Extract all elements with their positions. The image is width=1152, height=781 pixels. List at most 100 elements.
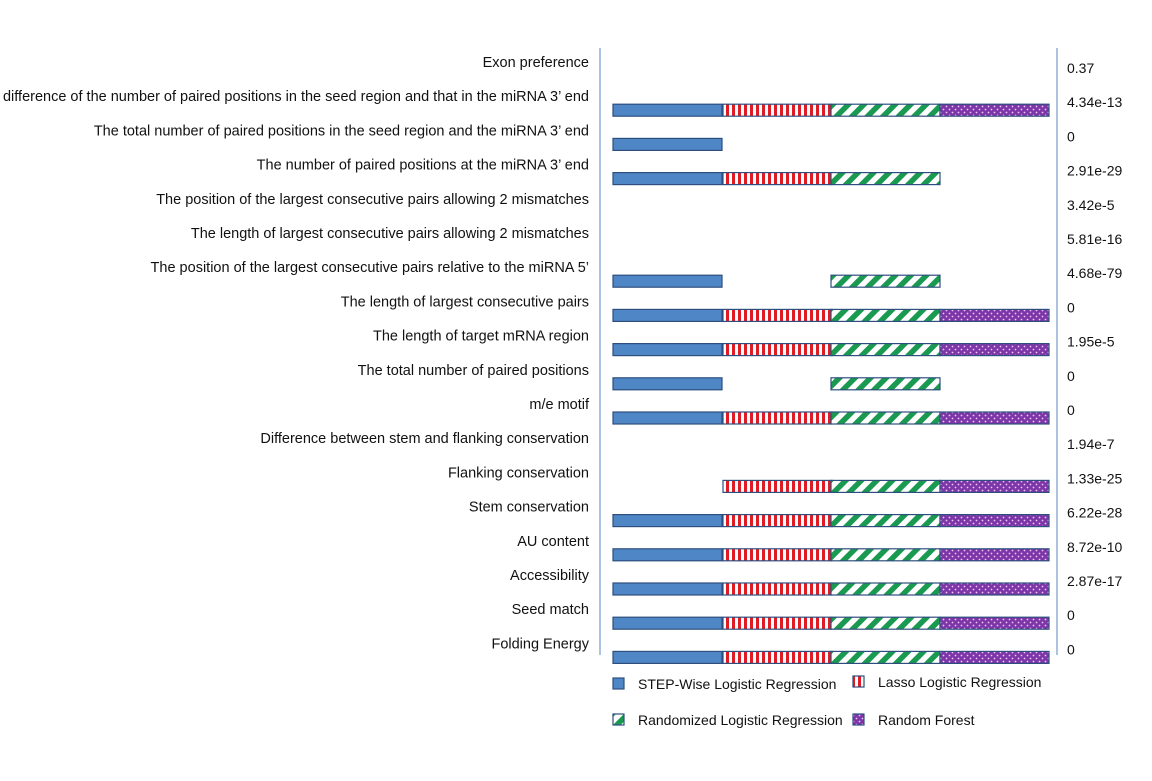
- legend-swatch: [612, 677, 625, 690]
- feature-label: The length of largest consecutive pairs: [341, 294, 589, 310]
- lasso-bar: [722, 343, 833, 357]
- feature-label: The difference of the number of paired p…: [0, 89, 589, 105]
- feature-label: Exon preference: [483, 55, 589, 71]
- lasso-bar: [722, 513, 833, 528]
- random-forest-bar: [939, 616, 1050, 630]
- step-wise-bar: [612, 411, 723, 425]
- randomized-bar: [830, 479, 941, 493]
- legend-step-wise: STEP-Wise Logistic Regression: [612, 676, 836, 692]
- feature-label: The length of target mRNA region: [373, 329, 589, 345]
- pvalue-label: 0.37: [1067, 60, 1094, 76]
- feature-label: Folding Energy: [491, 636, 589, 652]
- feature-label: Stem conservation: [469, 500, 589, 516]
- legend-swatch: [612, 713, 625, 726]
- feature-label: The total number of paired positions in …: [94, 123, 589, 139]
- feature-label: The position of the largest consecutive …: [151, 260, 589, 276]
- randomized-bar: [830, 274, 941, 288]
- step-wise-bar: [612, 343, 723, 357]
- pvalue-label: 1.94e-7: [1067, 436, 1115, 452]
- pvalue-label: 0: [1067, 607, 1075, 623]
- randomized-bar: [830, 582, 941, 596]
- lasso-bar: [722, 103, 833, 117]
- step-wise-bar: [612, 172, 723, 186]
- randomized-bar: [830, 172, 941, 186]
- pvalue-label: 4.68e-79: [1067, 265, 1122, 281]
- pvalue-label: 3.42e-5: [1067, 197, 1115, 213]
- pvalue-label: 2.91e-29: [1067, 163, 1122, 179]
- step-wise-bar: [612, 377, 723, 391]
- pvalue-label: 8.72e-10: [1067, 539, 1122, 555]
- pvalue-labels: 0.37 4.34e-13 0 2.91e-29 3.42e-5 5.81e-16 4.68…: [1067, 60, 1122, 657]
- lasso-bar: [722, 650, 833, 665]
- pvalue-label: 0: [1067, 299, 1075, 315]
- pvalue-label: 0: [1067, 641, 1075, 657]
- step-wise-bar: [612, 650, 723, 665]
- feature-label: The total number of paired positions: [358, 363, 589, 379]
- random-forest-bar: [939, 582, 1050, 596]
- legend-label: STEP-Wise Logistic Regression: [638, 676, 836, 692]
- pvalue-label: 6.22e-28: [1067, 505, 1122, 521]
- randomized-bar: [830, 377, 941, 391]
- random-forest-bar: [939, 548, 1050, 562]
- step-wise-bar: [612, 103, 723, 117]
- randomized-bar: [830, 103, 941, 117]
- feature-label: Flanking conservation: [448, 465, 589, 481]
- feature-labels: Exon preference The difference of the num…: [0, 55, 590, 652]
- lasso-bar: [722, 479, 833, 493]
- random-forest-bar: [939, 650, 1050, 665]
- pvalue-label: 1.33e-25: [1067, 470, 1122, 486]
- feature-label: The number of paired positions at the mi…: [257, 158, 589, 174]
- randomized-bar: [830, 308, 941, 322]
- pvalue-label: 4.34e-13: [1067, 94, 1122, 110]
- random-forest-bar: [939, 479, 1050, 493]
- feature-label: m/e motif: [529, 397, 590, 413]
- step-wise-bar: [612, 548, 723, 562]
- lasso-bar: [722, 172, 833, 186]
- step-wise-bar: [612, 513, 723, 528]
- randomized-bar: [830, 513, 941, 528]
- random-forest-bar: [939, 308, 1050, 322]
- step-wise-bar: [612, 616, 723, 630]
- lasso-bar: [722, 548, 833, 562]
- legend: STEP-Wise Logistic Regression Lasso Logis…: [612, 674, 1041, 728]
- lasso-bar: [722, 616, 833, 630]
- bars-layer: [612, 103, 1050, 665]
- random-forest-bar: [939, 513, 1050, 528]
- legend-label: Lasso Logistic Regression: [878, 674, 1041, 690]
- legend-swatch: [852, 713, 865, 726]
- lasso-bar: [722, 582, 833, 596]
- feature-label: Seed match: [512, 602, 589, 618]
- feature-label: AU content: [517, 534, 589, 550]
- pvalue-label: 1.95e-5: [1067, 334, 1115, 350]
- randomized-bar: [830, 548, 941, 562]
- step-wise-bar: [612, 137, 723, 151]
- pvalue-label: 0: [1067, 368, 1075, 384]
- legend-label: Random Forest: [878, 712, 975, 728]
- feature-label: The length of largest consecutive pairs …: [191, 226, 589, 242]
- pvalue-label: 0: [1067, 128, 1075, 144]
- lasso-bar: [722, 411, 833, 425]
- feature-label: Accessibility: [510, 568, 590, 584]
- pvalue-label: 5.81e-16: [1067, 231, 1122, 247]
- random-forest-bar: [939, 343, 1050, 357]
- legend-random-forest: Random Forest: [852, 712, 975, 728]
- feature-label: Difference between stem and flanking con…: [260, 431, 589, 447]
- randomized-bar: [830, 616, 941, 630]
- step-wise-bar: [612, 274, 723, 288]
- randomized-bar: [830, 411, 941, 425]
- legend-randomized: Randomized Logistic Regression: [612, 712, 843, 728]
- randomized-bar: [830, 343, 941, 357]
- random-forest-bar: [939, 411, 1050, 425]
- lasso-bar: [722, 308, 833, 322]
- random-forest-bar: [939, 103, 1050, 117]
- legend-lasso: Lasso Logistic Regression: [852, 674, 1041, 690]
- randomized-bar: [830, 650, 941, 665]
- pvalue-label: 2.87e-17: [1067, 573, 1122, 589]
- feature-label: The position of the largest consecutive …: [156, 192, 589, 208]
- legend-swatch: [852, 675, 865, 688]
- legend-label: Randomized Logistic Regression: [638, 712, 843, 728]
- step-wise-bar: [612, 308, 723, 322]
- pvalue-label: 0: [1067, 402, 1075, 418]
- axes-layer: [599, 48, 1058, 655]
